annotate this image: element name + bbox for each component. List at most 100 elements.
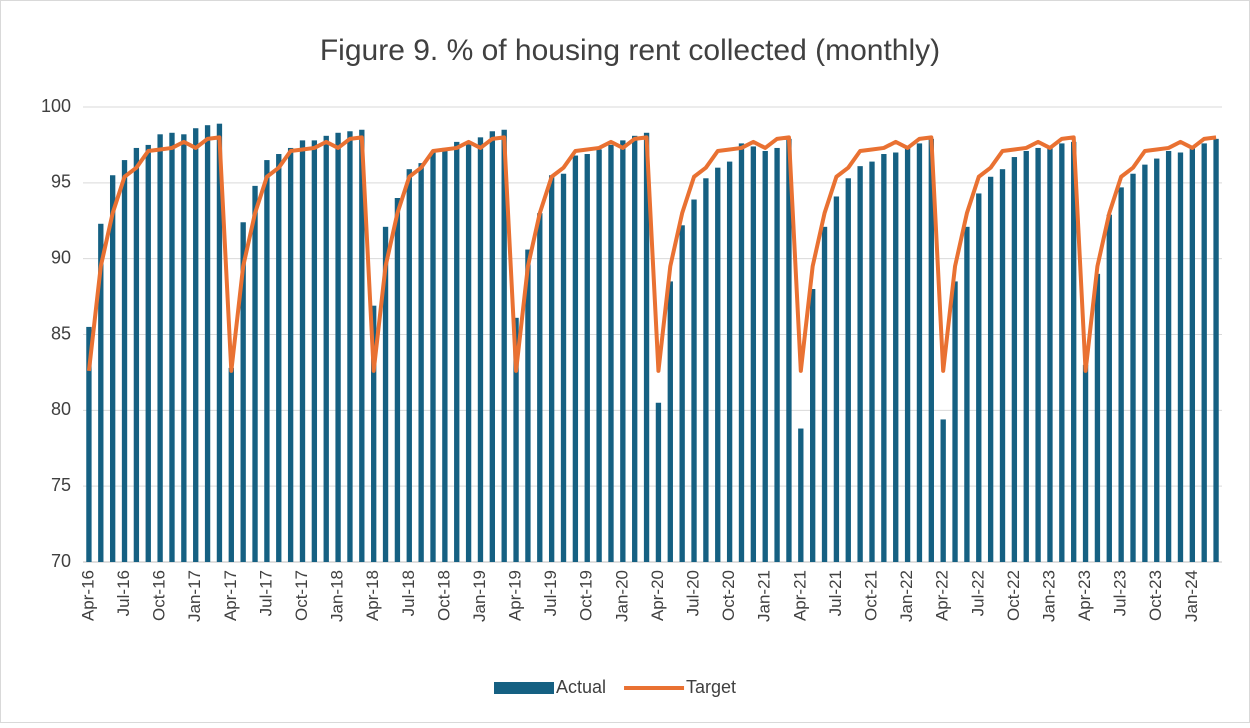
- bar: [406, 169, 412, 562]
- bar: [311, 140, 318, 562]
- bar: [169, 132, 175, 563]
- x-tick-label: Jul-19: [541, 570, 560, 616]
- bar: [632, 135, 638, 563]
- x-tick-label: Jan-22: [897, 570, 916, 622]
- bar: [347, 131, 353, 562]
- bar: [489, 131, 495, 562]
- line: [86, 135, 1217, 373]
- bar: [572, 155, 579, 563]
- x-tick-label: Jul-17: [256, 570, 275, 616]
- bar: [916, 143, 923, 562]
- bar: [335, 132, 341, 563]
- bar: [1130, 173, 1136, 562]
- y-tick-label: 85: [51, 323, 71, 343]
- bar: [1201, 143, 1207, 562]
- legend-swatch: [494, 682, 554, 694]
- chart-title: Figure 9. % of housing rent collected (m…: [320, 34, 940, 67]
- bar: [1165, 150, 1172, 562]
- bar: [465, 141, 472, 562]
- bar: [786, 138, 792, 562]
- bar: [418, 163, 424, 562]
- bar: [1035, 147, 1041, 562]
- bar: [869, 161, 875, 562]
- bar: [323, 135, 329, 563]
- bar: [703, 178, 709, 563]
- y-tick-label: 100: [41, 96, 71, 116]
- x-tick-label: Jul-16: [114, 570, 133, 616]
- x-tick-label: Apr-19: [506, 570, 525, 621]
- x-tick-label: Apr-18: [363, 570, 382, 621]
- x-tick-label: Apr-17: [221, 570, 240, 621]
- legend-label: Target: [686, 677, 736, 697]
- bar: [299, 140, 306, 562]
- x-tick-label: Jan-19: [470, 570, 489, 622]
- bar: [904, 147, 911, 562]
- x-tick-label: Jul-22: [968, 570, 987, 616]
- bar: [893, 152, 899, 562]
- bar: [264, 160, 270, 563]
- bar: [501, 129, 507, 562]
- bar: [181, 134, 187, 563]
- bar: [643, 132, 650, 563]
- x-tick-label: Oct-20: [719, 570, 738, 621]
- bar: [940, 419, 946, 562]
- bar: [287, 147, 294, 562]
- bar: [240, 222, 246, 562]
- x-tick-label: Apr-16: [78, 570, 97, 621]
- x-tick-label: Oct-18: [434, 570, 453, 621]
- bar: [1177, 152, 1184, 562]
- bar: [1154, 158, 1160, 563]
- bar: [371, 305, 377, 562]
- bar: [596, 149, 602, 562]
- bar: [667, 281, 673, 562]
- x-tick-label: Jan-18: [328, 570, 347, 622]
- bar: [821, 226, 828, 563]
- y-tick-label: 90: [51, 247, 71, 267]
- bar: [121, 160, 128, 563]
- bar: [691, 199, 697, 562]
- bar: [442, 147, 448, 562]
- bar: [608, 144, 614, 562]
- y-tick-label: 80: [51, 399, 71, 419]
- x-tick-label: Jan-23: [1039, 570, 1058, 622]
- bar: [454, 141, 460, 562]
- bar: [833, 196, 840, 562]
- bar: [145, 144, 151, 562]
- x-tick-label: Jan-24: [1182, 570, 1201, 622]
- bar: [1094, 273, 1101, 562]
- bar: [157, 134, 163, 563]
- bar: [513, 317, 519, 562]
- bar: [679, 225, 685, 563]
- bar: [762, 150, 768, 562]
- bar: [98, 223, 104, 563]
- y-tick-label: 70: [51, 551, 71, 571]
- bar: [750, 146, 757, 562]
- bar: [810, 289, 816, 562]
- bar: [86, 326, 92, 562]
- bar: [738, 143, 745, 562]
- x-tick-label: Jan-20: [612, 570, 631, 622]
- bar: [204, 125, 211, 562]
- bar: [382, 226, 389, 563]
- x-tick-label: Jul-23: [1111, 570, 1130, 616]
- x-tick-label: Jul-21: [826, 570, 845, 616]
- bar: [430, 152, 436, 562]
- legend-label: Actual: [556, 677, 606, 697]
- bar: [1213, 138, 1219, 562]
- bar: [109, 175, 116, 562]
- y-tick-label: 95: [51, 172, 71, 192]
- bar: [845, 178, 851, 563]
- bar: [857, 166, 863, 562]
- x-tick-label: Oct-23: [1146, 570, 1165, 621]
- x-tick-label: Jan-21: [755, 570, 774, 622]
- bar: [798, 428, 804, 562]
- bar: [1071, 141, 1077, 562]
- bar: [726, 161, 733, 562]
- bar: [620, 140, 626, 562]
- bar: [881, 154, 887, 562]
- bar: [560, 173, 567, 562]
- x-tick-label: Apr-21: [790, 570, 809, 621]
- bar: [987, 176, 994, 562]
- bar: [1189, 147, 1196, 562]
- bar: [548, 175, 555, 562]
